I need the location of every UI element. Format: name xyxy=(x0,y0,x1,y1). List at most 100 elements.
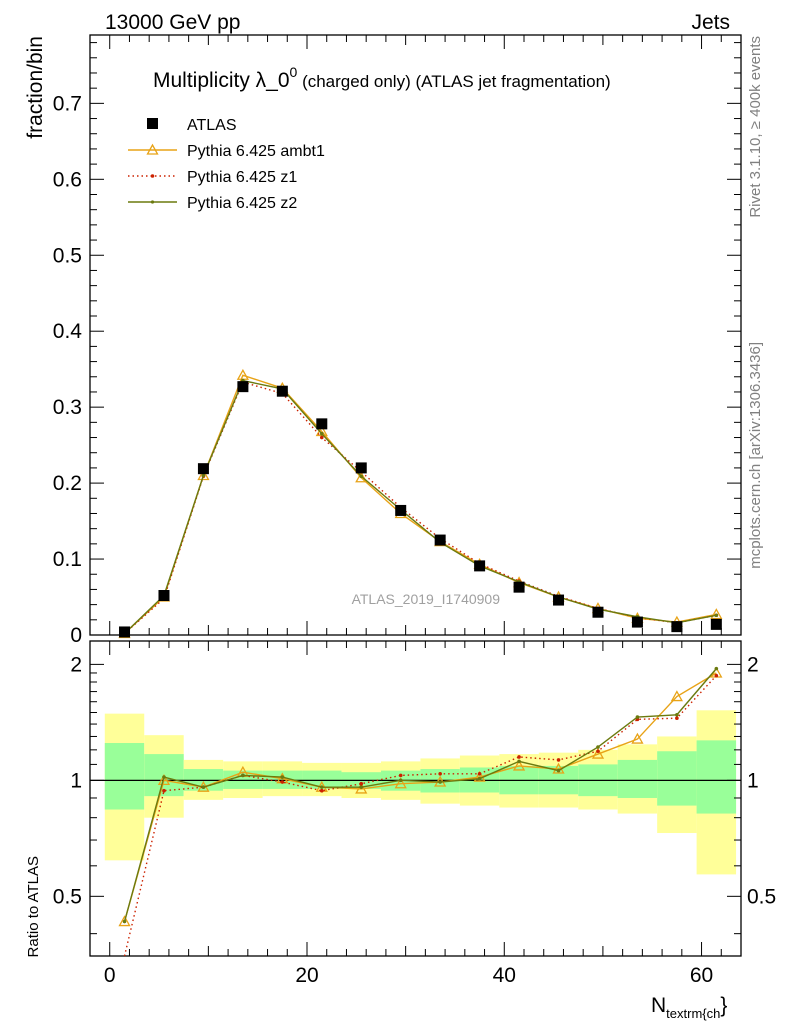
main-point-ambt1 xyxy=(197,469,210,481)
header-right: Jets xyxy=(691,11,730,34)
main-point-atlas xyxy=(553,594,565,606)
x-tick-label: 20 xyxy=(295,964,318,987)
main-axis-ticks: 0 0.1 0.2 0.3 0.4 0.5 0.6 0.7 xyxy=(53,35,741,647)
main-point-atlas xyxy=(237,381,249,393)
main-y-tick-label: 0.2 xyxy=(53,472,82,495)
x-tick-label: 60 xyxy=(690,964,713,987)
main-point-atlas xyxy=(197,463,209,475)
ratio-y-tick-label: 2 xyxy=(70,653,82,676)
ratio-y-tick-label-right: 0.5 xyxy=(747,885,776,908)
ratio-point-z2 xyxy=(398,778,403,783)
chart-title-rest: (charged only) (ATLAS jet fragmentation) xyxy=(297,72,610,91)
chart-title: Multiplicity λ_00 (charged only) (ATLAS … xyxy=(153,64,611,92)
main-y-tick-label: 0.4 xyxy=(53,320,83,343)
ratio-point-z1 xyxy=(319,788,324,793)
ratio-point-z1 xyxy=(517,755,521,759)
ratio-point-z2 xyxy=(675,712,679,717)
ratio-point-z2 xyxy=(359,785,364,789)
ratio-point-z2 xyxy=(122,919,127,924)
main-series-layer xyxy=(118,368,723,639)
main-line-z1 xyxy=(124,381,717,635)
ratio-point-ambt1 xyxy=(670,690,683,702)
main-point-ambt1 xyxy=(710,608,723,620)
ratio-point-ambt1 xyxy=(118,915,131,927)
main-point-atlas xyxy=(592,606,604,618)
legend: ATLAS Pythia 6.425 ambt1 Pythia 6.425 z1… xyxy=(128,117,325,212)
ratio-point-z2 xyxy=(517,759,521,764)
main-point-z2 xyxy=(714,613,719,618)
main-point-atlas xyxy=(355,462,367,474)
ratio-point-ambt1 xyxy=(473,770,486,782)
analysis-watermark: ATLAS_2019_I1740909 xyxy=(352,591,501,607)
main-point-atlas xyxy=(513,581,525,593)
chart-title-sup: 0 xyxy=(290,64,298,80)
main-y-tick-label: 0.5 xyxy=(53,244,82,267)
ratio-plot-frame xyxy=(89,640,742,957)
main-point-atlas xyxy=(119,626,131,638)
ratio-point-z2 xyxy=(714,666,719,671)
header-left: 13000 GeV pp xyxy=(105,11,240,34)
main-point-z1 xyxy=(319,435,324,440)
legend-z2-label: Pythia 6.425 z2 xyxy=(187,195,297,212)
ratio-point-z2 xyxy=(241,773,245,778)
x-axis-label-sub: textrm{ch xyxy=(666,1006,720,1021)
ratio-point-z2 xyxy=(635,715,640,719)
main-point-ambt1 xyxy=(355,471,368,483)
ratio-axis-ticks: 0.5 0.51 12 20 20 40 60 xyxy=(53,641,776,987)
main-y-tick-label: 0.3 xyxy=(53,396,82,419)
ratio-point-z1 xyxy=(556,758,561,762)
ratio-point-z2 xyxy=(319,785,324,789)
legend-ambt1-label: Pythia 6.425 ambt1 xyxy=(187,143,325,160)
ratio-point-z1 xyxy=(359,781,364,786)
ratio-point-z1 xyxy=(438,771,442,776)
main-point-atlas xyxy=(316,418,328,430)
ratio-point-ambt1 xyxy=(512,759,526,771)
ratio-point-z2 xyxy=(477,776,482,781)
main-point-atlas xyxy=(710,618,722,630)
main-point-atlas xyxy=(276,385,288,397)
ratio-band-inner xyxy=(617,759,658,798)
main-point-z2 xyxy=(359,474,364,479)
x-axis-label-main: N xyxy=(651,994,666,1017)
main-point-atlas xyxy=(671,621,683,633)
main-y-tick-label: 0.1 xyxy=(53,548,82,571)
ratio-point-z2 xyxy=(162,775,166,779)
ratio-series-layer xyxy=(118,666,723,957)
main-point-z2 xyxy=(201,473,206,478)
ratio-point-z1 xyxy=(477,771,482,776)
main-point-atlas xyxy=(395,504,407,516)
ratio-point-z1 xyxy=(162,788,166,793)
rivet-version-label: Rivet 3.1.10, ≥ 400k events xyxy=(747,36,764,218)
ratio-y-tick-label: 1 xyxy=(70,769,82,792)
legend-ambt1-marker xyxy=(146,143,159,155)
ratio-uncertainty-bands xyxy=(104,710,737,875)
main-y-axis-label: fraction/bin xyxy=(24,36,47,139)
main-point-atlas xyxy=(434,534,446,546)
ratio-y-tick-label: 0.5 xyxy=(53,885,82,908)
chart-title-main: Multiplicity λ_0 xyxy=(153,69,290,92)
ratio-band-inner xyxy=(696,740,737,814)
ratio-point-z1 xyxy=(714,673,719,678)
ratio-y-axis-label: Ratio to ATLAS xyxy=(25,856,42,957)
legend-atlas-label: ATLAS xyxy=(187,117,237,134)
ratio-point-z2 xyxy=(201,785,206,789)
ratio-band-inner xyxy=(657,751,697,806)
main-line-z2 xyxy=(124,379,717,634)
main-plot-frame xyxy=(89,34,742,636)
ratio-point-z2 xyxy=(556,768,561,773)
x-axis-label: Ntextrm{ch} xyxy=(651,994,727,1021)
x-tick-label: 40 xyxy=(493,964,516,987)
main-point-z2 xyxy=(319,431,324,436)
main-y-tick-label: 0.7 xyxy=(53,92,82,115)
legend-z2-marker xyxy=(150,200,155,204)
main-point-atlas xyxy=(474,560,486,572)
ratio-point-z2 xyxy=(596,745,600,749)
ratio-point-z1 xyxy=(280,780,285,784)
main-point-atlas xyxy=(158,590,170,602)
ratio-point-ambt1 xyxy=(631,732,644,744)
legend-atlas-marker xyxy=(147,118,158,129)
ratio-y-tick-label-right: 1 xyxy=(747,769,759,792)
main-point-atlas xyxy=(631,616,643,628)
ratio-line-z1 xyxy=(123,675,717,957)
